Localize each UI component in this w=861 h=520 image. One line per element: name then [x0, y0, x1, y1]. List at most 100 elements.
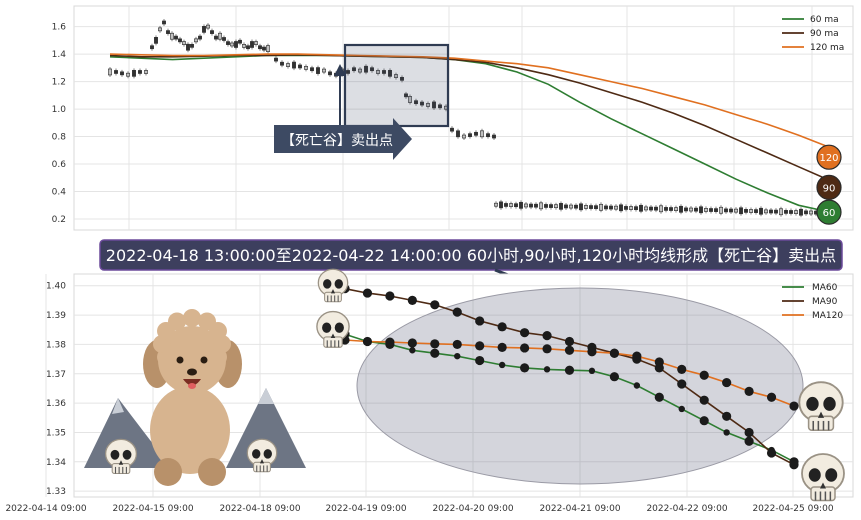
bottom-data-point: [744, 427, 754, 438]
ma-end-badge: [816, 199, 842, 225]
bottom-data-point: [744, 436, 754, 446]
bottom-y-tick-label: 1.38: [46, 340, 66, 350]
skull-icon: [246, 438, 278, 473]
bottom-data-point: [633, 382, 641, 389]
bottom-data-point: [430, 339, 440, 349]
skull-icon: [104, 438, 138, 475]
bottom-data-point: [498, 361, 506, 369]
bottom-y-tick-label: 1.33: [46, 487, 66, 497]
skull-icon: [316, 310, 350, 348]
skull-icon: [798, 381, 844, 432]
poodle-dog-icon: [143, 309, 242, 486]
bottom-data-point: [475, 316, 485, 326]
bottom-data-point: [678, 405, 685, 413]
ma-end-badge: [816, 174, 842, 200]
bottom-data-point: [543, 366, 551, 373]
bottom-y-tick-label: 1.35: [46, 428, 66, 438]
bottom-data-point: [654, 357, 664, 367]
arrow-label: 【死亡谷】卖出点: [281, 133, 393, 149]
bottom-x-tick-label: 2022-04-21 09:00: [539, 504, 620, 514]
bottom-data-point: [430, 300, 440, 310]
bottom-legend-label: MA90: [812, 297, 838, 307]
bottom-data-point: [744, 386, 754, 396]
bottom-x-tick-label: 2022-04-20 09:00: [432, 504, 513, 514]
ma-end-badge: [816, 144, 842, 170]
top-legend-label: 120 ma: [810, 43, 844, 53]
bottom-data-point: [587, 347, 597, 357]
mountain-snow: [258, 388, 274, 404]
bottom-data-point: [520, 363, 530, 373]
top-y-tick-label: 1.2: [52, 78, 66, 88]
bottom-data-point: [362, 288, 373, 298]
bottom-y-tick-label: 1.34: [46, 458, 66, 468]
bottom-data-point: [520, 328, 530, 338]
bottom-data-point: [564, 345, 575, 355]
annotation-banner-text: 2022-04-18 13:00:00至2022-04-22 14:00:00 …: [106, 246, 836, 265]
bottom-legend-label: MA120: [812, 311, 843, 321]
ma-end-badge-label: 60: [823, 208, 836, 219]
death-valley-zone-ellipse: [356, 287, 804, 485]
arrow-up-icon: [334, 64, 346, 76]
bottom-data-point: [609, 372, 620, 382]
bottom-data-point: [430, 348, 440, 358]
bottom-data-point: [542, 331, 552, 341]
bottom-y-tick-label: 1.36: [46, 399, 66, 409]
bottom-x-tick-label: 2022-04-15 09:00: [112, 504, 193, 514]
bottom-y-tick-label: 1.40: [46, 282, 66, 292]
bottom-data-point: [407, 295, 417, 306]
mountain-icon: [226, 388, 306, 468]
bottom-data-point: [789, 401, 799, 411]
bottom-data-point: [766, 392, 777, 402]
bottom-x-tick-label: 2022-04-25 09:00: [752, 504, 833, 514]
top-legend-label: 90 ma: [810, 29, 839, 39]
bottom-data-point: [454, 352, 461, 360]
bottom-data-point: [362, 336, 373, 347]
top-y-tick-label: 0.8: [52, 133, 67, 143]
bottom-data-point: [699, 395, 709, 405]
bottom-data-point: [722, 411, 732, 421]
bottom-data-point: [588, 367, 596, 375]
bottom-x-tick-label: 2022-04-14 09:00: [5, 504, 86, 514]
bottom-data-point: [677, 379, 687, 389]
bottom-data-point: [699, 370, 709, 380]
bottom-data-point: [409, 347, 416, 354]
bottom-data-point: [452, 339, 462, 350]
top-y-tick-label: 0.2: [52, 215, 66, 225]
bottom-x-tick-label: 2022-04-18 09:00: [219, 504, 300, 514]
bottom-y-tick-label: 1.37: [46, 370, 66, 380]
skull-icon: [317, 268, 349, 303]
top-y-tick-label: 0.6: [52, 160, 67, 170]
top-legend-label: 60 ma: [810, 15, 839, 25]
bottom-data-point: [497, 342, 507, 352]
annotation-banner: [99, 239, 843, 271]
bottom-data-point: [385, 337, 395, 347]
bottom-x-tick-label: 2022-04-22 09:00: [646, 504, 727, 514]
bottom-data-point: [699, 416, 709, 426]
bottom-x-tick-label: 2022-04-19 09:00: [325, 504, 406, 514]
bottom-data-point: [677, 364, 687, 374]
bottom-data-point: [564, 365, 575, 375]
bottom-data-point: [609, 348, 620, 358]
top-series-line-120-ma: [109, 53, 831, 149]
top-y-tick-label: 0.4: [52, 188, 67, 198]
bottom-data-point: [723, 429, 730, 436]
bottom-data-point: [475, 355, 485, 366]
bottom-data-point: [475, 341, 485, 351]
top-y-tick-label: 1.6: [52, 23, 67, 33]
bottom-y-tick-label: 1.39: [46, 311, 66, 321]
ma-end-badge-label: 90: [823, 183, 836, 194]
bottom-data-point: [497, 322, 507, 332]
bottom-data-point: [542, 344, 552, 354]
bottom-data-point: [407, 338, 417, 348]
arrow-right-icon: [274, 118, 412, 160]
bottom-data-point: [520, 343, 530, 353]
mountain-snow: [112, 398, 124, 414]
bottom-data-point: [385, 291, 395, 301]
bottom-data-point: [654, 392, 664, 402]
bottom-data-point: [766, 448, 777, 458]
bottom-legend-label: MA60: [812, 283, 838, 293]
bottom-data-point: [564, 336, 575, 347]
top-y-tick-label: 1.4: [52, 50, 67, 60]
ma-end-badge-label: 120: [819, 153, 838, 164]
